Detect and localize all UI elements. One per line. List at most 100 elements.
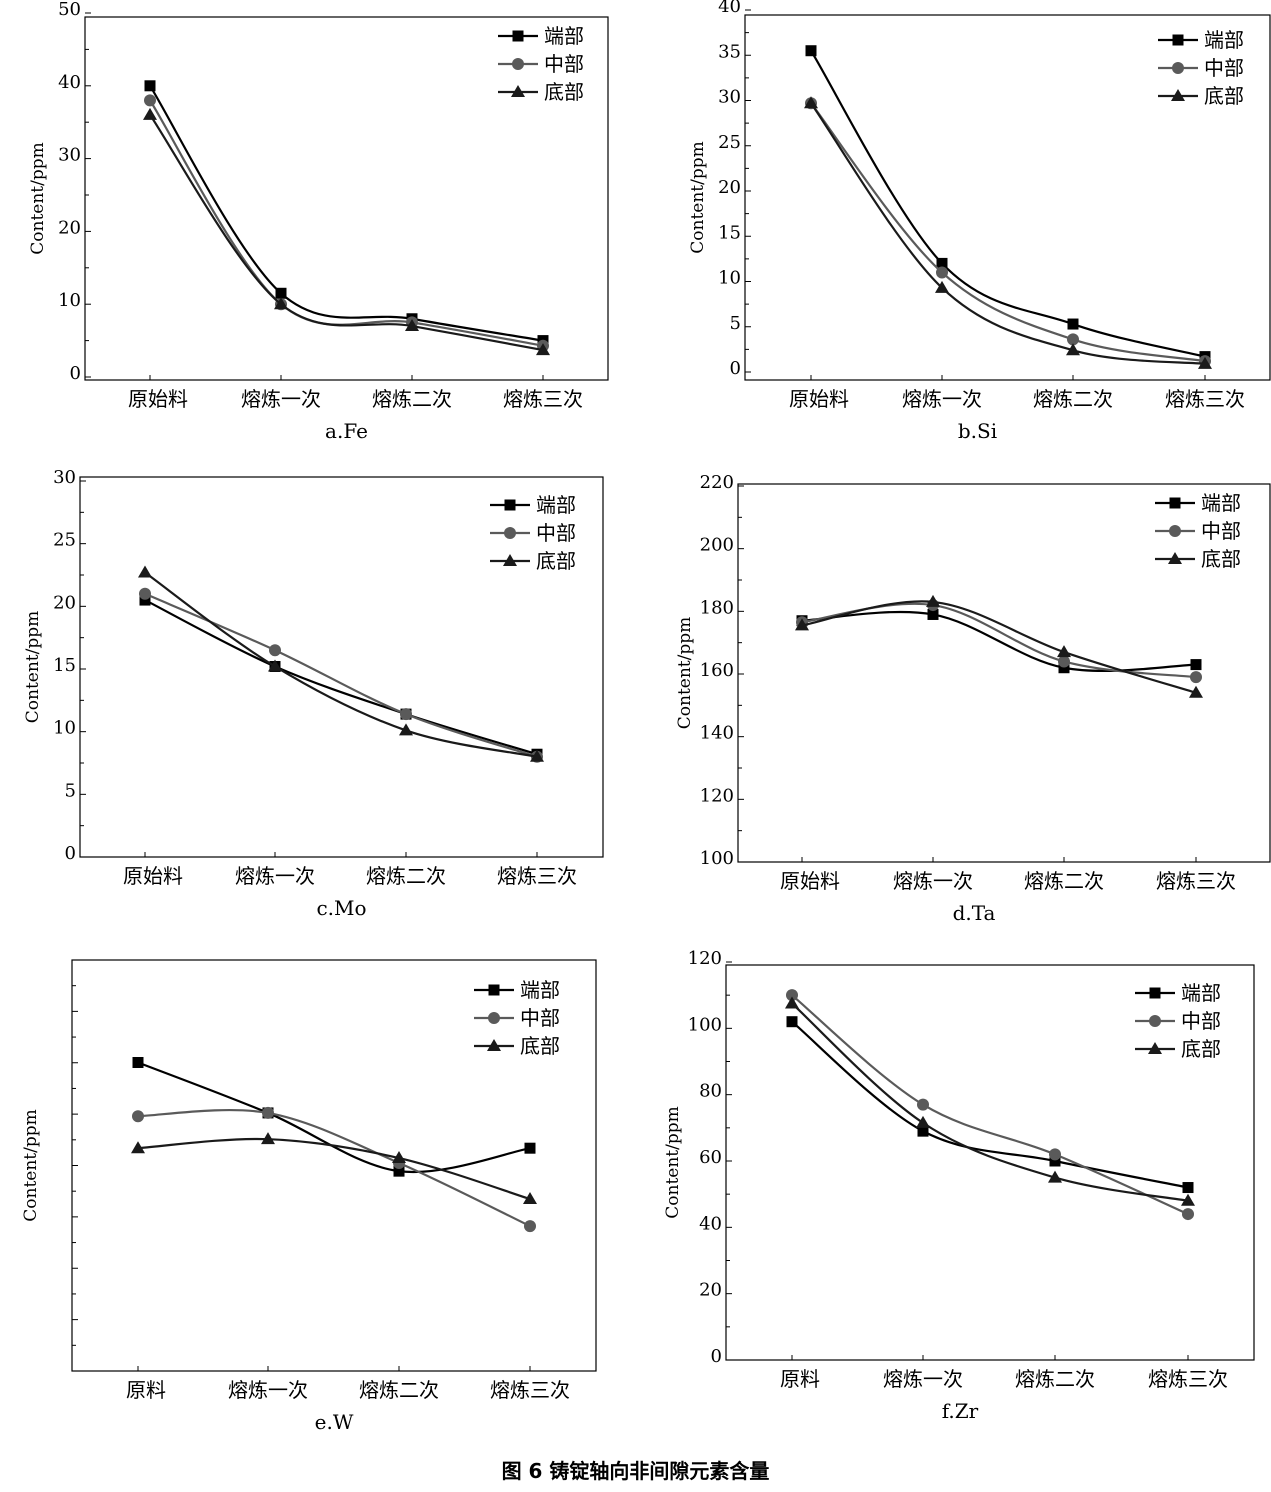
chart-subtitle: e.W <box>315 1410 354 1434</box>
data-point-底部 <box>1189 685 1203 698</box>
data-point-中部 <box>1049 1148 1061 1161</box>
y-axis-label: Content/ppm <box>688 141 708 253</box>
series-line-底部 <box>144 571 538 758</box>
y-tick-label: 20 <box>58 217 81 238</box>
x-tick-label: 熔炼一次 <box>893 869 973 893</box>
x-tick-label: 原料 <box>126 1378 166 1402</box>
data-point-端部 <box>1190 659 1202 671</box>
x-tick-label: 熔炼三次 <box>1165 387 1245 411</box>
y-tick-label: 10 <box>58 290 81 311</box>
figure-caption: 图 6 铸锭轴向非间隙元素含量 <box>501 1459 770 1483</box>
legend-label: 中部 <box>1201 519 1241 543</box>
series-line-端部 <box>801 610 1197 672</box>
legend-marker <box>1169 525 1181 537</box>
data-point-底部 <box>536 343 550 356</box>
legend-label: 端部 <box>536 493 576 517</box>
data-point-底部 <box>268 659 282 672</box>
plot-frame <box>725 964 1255 1361</box>
x-tick-label: 熔炼二次 <box>372 387 452 411</box>
series-line-中部 <box>791 994 1189 1216</box>
data-point-底部 <box>405 319 419 332</box>
series-line-端部 <box>791 1020 1189 1189</box>
y-tick-label: 100 <box>700 848 734 869</box>
y-tick-label: 35 <box>718 41 741 62</box>
data-point-底部 <box>523 1192 537 1205</box>
series-line-底部 <box>801 600 1197 694</box>
data-point-端部 <box>1182 1182 1194 1194</box>
data-point-底部 <box>926 594 940 607</box>
data-point-中部 <box>1058 655 1070 668</box>
data-point-中部 <box>400 708 412 721</box>
legend-marker <box>488 984 500 996</box>
y-tick-label: 120 <box>688 948 722 969</box>
data-point-底部 <box>1048 1170 1062 1183</box>
y-tick-label: 25 <box>53 530 76 551</box>
legend-label: 端部 <box>544 24 584 48</box>
y-tick-label: 120 <box>700 785 734 806</box>
series-line-端部 <box>149 85 544 342</box>
series-line-中部 <box>810 102 1206 363</box>
data-point-中部 <box>1067 333 1079 346</box>
data-point-端部 <box>524 1142 536 1154</box>
data-point-端部 <box>1049 1155 1061 1167</box>
data-point-端部 <box>1058 662 1070 674</box>
legend-label: 中部 <box>1181 1009 1221 1033</box>
y-tick-label: 20 <box>53 592 76 613</box>
data-point-端部 <box>936 257 948 269</box>
data-point-底部 <box>530 749 544 762</box>
legend-label: 底部 <box>1181 1037 1221 1061</box>
y-tick-label: 0 <box>65 843 76 864</box>
y-tick-label: 40 <box>718 0 741 17</box>
plot-frame <box>744 14 1271 381</box>
legend-marker <box>1149 987 1161 999</box>
data-point-端部 <box>275 287 287 299</box>
chart-subtitle: d.Ta <box>953 901 996 925</box>
data-point-端部 <box>393 1165 405 1177</box>
legend-label: 端部 <box>1204 28 1244 52</box>
data-point-底部 <box>399 723 413 736</box>
data-point-底部 <box>1057 645 1071 658</box>
x-tick-label: 熔炼一次 <box>228 1378 308 1402</box>
chart-subtitle: b.Si <box>958 419 997 443</box>
legend-marker <box>504 499 516 511</box>
series-line-底部 <box>137 1137 531 1201</box>
legend-marker <box>1148 1042 1162 1054</box>
y-tick-label: 15 <box>718 222 741 243</box>
legend-marker <box>504 527 516 539</box>
legend-marker <box>487 1039 501 1051</box>
data-point-中部 <box>936 266 948 279</box>
series-line-端部 <box>144 599 538 756</box>
data-point-中部 <box>139 587 151 600</box>
x-tick-label: 熔炼一次 <box>241 387 321 411</box>
legend-label: 中部 <box>1204 56 1244 80</box>
y-tick-label: 40 <box>699 1213 722 1234</box>
legend-label: 端部 <box>1201 491 1241 515</box>
legend-marker <box>512 58 524 70</box>
legend-label: 底部 <box>544 80 584 104</box>
data-point-底部 <box>1181 1193 1195 1206</box>
y-tick-label: 40 <box>58 72 81 93</box>
data-point-端部 <box>144 80 156 92</box>
chart-d.Ta: 100 120 140 160 180 200 220 Content/ppm 原始料 熔炼一次 熔… <box>675 472 1271 925</box>
x-tick-label: 原始料 <box>789 387 849 411</box>
legend-label: 底部 <box>1201 547 1241 571</box>
legend-marker <box>1172 62 1184 74</box>
x-tick-label: 熔炼三次 <box>503 387 583 411</box>
y-tick-label: 25 <box>718 132 741 153</box>
x-tick-label: 熔炼三次 <box>497 864 577 888</box>
series-line-底部 <box>149 114 544 352</box>
y-tick-label: 15 <box>53 655 76 676</box>
legend-label: 底部 <box>536 549 576 573</box>
chart-f.Zr: 0 20 40 60 80 100 120 Content/ppm 原料 熔炼一次 熔炼二次 熔炼三次… <box>663 948 1255 1423</box>
y-axis-label: Content/ppm <box>23 611 43 723</box>
x-tick-label: 熔炼一次 <box>902 387 982 411</box>
data-point-底部 <box>138 565 152 578</box>
y-tick-label: 80 <box>699 1081 722 1102</box>
data-point-中部 <box>262 1106 274 1119</box>
data-point-底部 <box>804 96 818 109</box>
y-axis-label: Content/ppm <box>21 1109 41 1221</box>
y-tick-label: 0 <box>730 358 741 379</box>
